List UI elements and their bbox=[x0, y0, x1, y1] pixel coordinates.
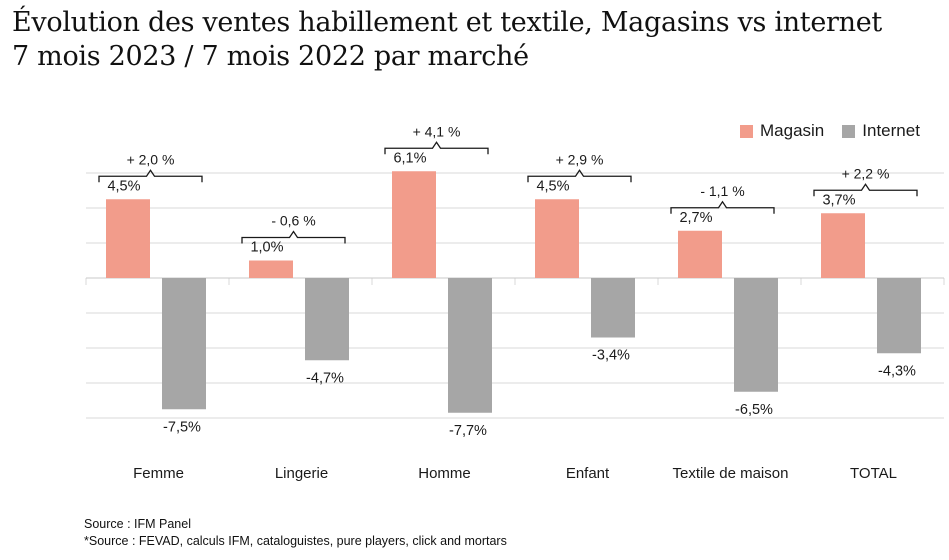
legend-label-magasin: Magasin bbox=[760, 121, 825, 140]
bar-internet-homme bbox=[448, 278, 492, 413]
chart-title-line1: Évolution des ventes habillement et text… bbox=[12, 7, 882, 38]
data-label-magasin-textile-de-maison: 2,7% bbox=[679, 210, 712, 226]
chart-plot: 4,5% -7,5% Femme + 2,0 % 1,0% -4,7% Lingerie - … bbox=[85, 123, 945, 482]
annotation-brace-femme bbox=[98, 169, 203, 183]
bar-magasin-enfant bbox=[535, 199, 579, 278]
source-line-1: Source : IFM Panel bbox=[84, 517, 191, 531]
bar-internet-textile-de-maison bbox=[734, 278, 778, 392]
annotation-brace-total bbox=[813, 183, 918, 197]
category-label-total: TOTAL bbox=[850, 465, 897, 482]
category-label-enfant: Enfant bbox=[566, 465, 610, 482]
annotation-delta-lingerie: - 0,6 % bbox=[271, 213, 315, 229]
bar-internet-femme bbox=[162, 278, 206, 410]
bar-magasin-total bbox=[821, 213, 865, 278]
bar-internet-enfant bbox=[591, 278, 635, 338]
data-label-magasin-homme: 6,1% bbox=[393, 150, 426, 166]
annotation-delta-total: + 2,2 % bbox=[842, 165, 890, 181]
annotation-brace-textile-de-maison bbox=[670, 200, 775, 214]
category-label-homme: Homme bbox=[418, 465, 471, 482]
bar-magasin-textile-de-maison bbox=[678, 230, 722, 278]
annotation-delta-femme: + 2,0 % bbox=[127, 151, 175, 167]
data-label-magasin-femme: 4,5% bbox=[107, 178, 140, 194]
bar-magasin-homme bbox=[392, 171, 436, 278]
chart-legend: Magasin Internet bbox=[740, 121, 930, 141]
data-label-internet-textile-de-maison: -6,5% bbox=[735, 402, 773, 418]
data-label-internet-enfant: -3,4% bbox=[592, 348, 630, 364]
category-label-femme: Femme bbox=[133, 465, 184, 482]
legend-label-internet: Internet bbox=[862, 121, 920, 140]
data-label-magasin-total: 3,7% bbox=[822, 192, 855, 208]
bar-internet-total bbox=[877, 278, 921, 354]
category-label-lingerie: Lingerie bbox=[275, 465, 328, 482]
source-line-2: *Source : FEVAD, calculs IFM, cataloguis… bbox=[84, 534, 507, 548]
bar-magasin-femme bbox=[106, 199, 150, 278]
data-label-magasin-enfant: 4,5% bbox=[536, 178, 569, 194]
annotation-delta-homme: + 4,1 % bbox=[413, 123, 461, 139]
legend-swatch-magasin bbox=[740, 124, 753, 138]
legend-swatch-internet bbox=[842, 124, 856, 138]
data-label-internet-total: -4,3% bbox=[878, 363, 916, 379]
data-label-internet-femme: -7,5% bbox=[163, 419, 201, 435]
legend-item-internet: Internet bbox=[842, 121, 920, 141]
legend-item-magasin: Magasin bbox=[740, 121, 824, 141]
bar-internet-lingerie bbox=[305, 278, 349, 361]
annotation-brace-lingerie bbox=[241, 230, 346, 244]
chart-title: Évolution des ventes habillement et text… bbox=[12, 6, 882, 74]
data-label-internet-lingerie: -4,7% bbox=[306, 370, 344, 386]
bar-magasin-lingerie bbox=[249, 260, 293, 278]
annotation-brace-enfant bbox=[527, 169, 632, 183]
chart-title-line2: 7 mois 2023 / 7 mois 2022 par marché bbox=[12, 41, 529, 72]
category-label-textile-de-maison: Textile de maison bbox=[673, 465, 789, 482]
data-label-magasin-lingerie: 1,0% bbox=[250, 240, 283, 256]
annotation-brace-homme bbox=[384, 141, 489, 155]
source-notes: Source : IFM Panel *Source : FEVAD, calc… bbox=[84, 516, 507, 550]
annotation-delta-textile-de-maison: - 1,1 % bbox=[700, 183, 744, 199]
data-label-internet-homme: -7,7% bbox=[449, 423, 487, 439]
annotation-delta-enfant: + 2,9 % bbox=[556, 151, 604, 167]
